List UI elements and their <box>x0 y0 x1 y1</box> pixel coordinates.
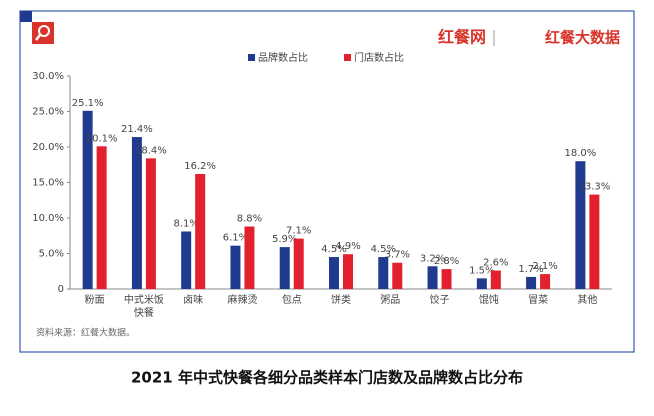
corner <box>20 11 32 22</box>
bar <box>145 158 156 289</box>
bar <box>329 257 339 289</box>
bar <box>540 274 551 289</box>
search-icon <box>35 34 41 41</box>
bar <box>427 266 438 289</box>
y-tick-label: 0 <box>58 284 64 295</box>
value-label: 1.7% <box>518 264 543 275</box>
bar <box>195 173 206 289</box>
value-label: 3.7% <box>385 250 410 261</box>
value-label: 2.6% <box>483 258 508 269</box>
value-label: 7.1% <box>286 226 311 237</box>
value-label: 5.9% <box>272 234 297 245</box>
caption: 2021 年中式快餐各细分品类样本门店数及品牌数占比分布 <box>131 369 523 387</box>
x-tick-label: 中式米饭快餐 <box>124 293 164 319</box>
bar <box>526 276 537 289</box>
value-label: 16.2% <box>184 161 216 172</box>
bar <box>476 278 487 289</box>
x-tick-label: 卤味 <box>183 293 203 306</box>
value-label: 6.1% <box>223 233 248 244</box>
value-label: 18.0% <box>564 148 596 159</box>
brand-product: 红餐大数据 <box>545 29 620 47</box>
bar <box>343 254 353 289</box>
value-label: 25.1% <box>72 98 104 109</box>
x-tick-label: 饼类 <box>331 293 351 306</box>
x-tick-label: 冒菜 <box>528 294 548 306</box>
value-label: 21.4% <box>121 124 153 135</box>
value-label: 4.9% <box>335 241 360 252</box>
y-tick-label: 30.0% <box>32 71 64 82</box>
bar <box>378 257 389 289</box>
bar <box>230 245 241 289</box>
legend-swatch <box>344 54 351 61</box>
bar <box>575 161 586 289</box>
x-tick-label: 饺子 <box>430 293 450 306</box>
legend-label: 品牌数占比 <box>258 51 308 64</box>
value-label: 20.1% <box>86 133 118 144</box>
bar <box>96 146 107 289</box>
value-label: 8.8% <box>237 214 262 225</box>
value-label: 13.3% <box>578 182 610 193</box>
bar <box>589 194 600 289</box>
bar <box>181 231 192 289</box>
bar <box>490 270 501 289</box>
bar <box>279 247 290 289</box>
y-tick-label: 20.0% <box>32 142 64 153</box>
x-tick-label: 包点 <box>282 293 302 306</box>
bar <box>131 137 142 289</box>
value-label: 4.5% <box>371 244 396 255</box>
x-tick-label: 麻辣烫 <box>227 293 257 306</box>
value-label: 8.1% <box>173 218 198 229</box>
x-tick-label: 粉面 <box>85 293 105 306</box>
bar <box>82 110 93 289</box>
y-tick-label: 15.0% <box>32 178 64 189</box>
bar <box>441 269 452 289</box>
value-label: 2.8% <box>434 256 459 267</box>
value-label: 3.2% <box>420 253 445 264</box>
value-label: 1.5% <box>469 265 494 276</box>
value-label: 18.4% <box>135 145 167 156</box>
search-icon <box>38 25 50 37</box>
source: 资料来源：红餐大数据。 <box>36 327 135 339</box>
legend-label: 门店数占比 <box>354 51 404 64</box>
y-tick-label: 25.0% <box>32 107 64 118</box>
y-tick-label: 10.0% <box>32 213 64 224</box>
x-tick-label: 粥品 <box>380 294 400 306</box>
value-label: 4.5% <box>321 244 346 255</box>
bar <box>392 262 403 289</box>
y-tick-label: 5.0% <box>39 249 64 260</box>
brand-name: 红餐网 <box>438 28 486 47</box>
x-tick-label: 其他 <box>577 293 597 306</box>
bar <box>293 238 304 289</box>
frame <box>19 10 635 353</box>
value-label: 2.1% <box>532 261 557 272</box>
bar <box>244 226 255 289</box>
x-tick-label: 馄饨 <box>479 293 499 306</box>
legend-swatch <box>248 54 255 61</box>
